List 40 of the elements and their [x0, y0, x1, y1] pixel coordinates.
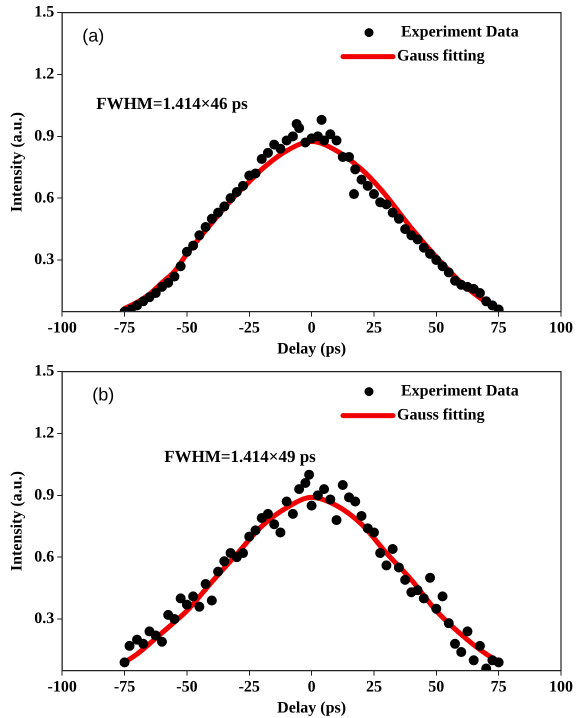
legend-label: Gauss fitting: [397, 406, 485, 424]
x-tick-label: 0: [308, 319, 316, 336]
x-tick-label: 0: [308, 678, 316, 696]
annotation: FWHM=1.414×49 ps: [164, 446, 316, 466]
annotation: (b): [92, 384, 114, 405]
y-tick-label: 0.3: [34, 610, 54, 628]
x-tick-label: 100: [549, 678, 573, 696]
x-tick-label: -75: [114, 678, 136, 696]
x-axis-title: Delay (ps): [277, 700, 346, 717]
y-tick-label: 0.3: [34, 251, 54, 268]
x-tick-label: -75: [114, 319, 136, 336]
y-tick-label: 0.6: [34, 548, 54, 566]
x-tick-label: -25: [238, 678, 260, 696]
y-tick-label: 1.5: [34, 362, 54, 380]
x-tick-label: 75: [490, 678, 507, 696]
y-tick-label: 0.9: [34, 486, 54, 504]
x-axis-title: Delay (ps): [277, 340, 346, 358]
x-tick-label: -100: [48, 319, 77, 336]
y-tick-label: 1.2: [34, 66, 54, 83]
y-axis-title: Intensity (a.u.): [8, 471, 26, 572]
legend-label: Experiment Data: [401, 382, 519, 400]
x-tick-label: -100: [48, 678, 77, 696]
x-tick-label: 50: [428, 319, 444, 336]
x-tick-label: 25: [366, 319, 382, 336]
x-tick-label: 50: [428, 678, 444, 696]
x-tick-label: -50: [176, 319, 198, 336]
y-axis-title: Intensity (a.u.): [8, 112, 26, 212]
y-tick-label: 0.9: [34, 127, 54, 144]
annotation: (a): [82, 26, 104, 46]
annotation: FWHM=1.414×46 ps: [96, 94, 248, 113]
legend-label: Experiment Data: [401, 24, 519, 41]
x-tick-label: 75: [490, 319, 507, 336]
legend-label: Gauss fitting: [397, 48, 485, 65]
x-tick-label: -25: [238, 319, 260, 336]
y-tick-label: 1.2: [34, 424, 54, 442]
y-tick-label: 0.6: [34, 189, 54, 206]
x-tick-label: -50: [176, 678, 198, 696]
x-tick-label: 100: [549, 319, 573, 336]
y-tick-label: 1.5: [34, 4, 54, 21]
x-tick-label: 25: [366, 678, 382, 696]
